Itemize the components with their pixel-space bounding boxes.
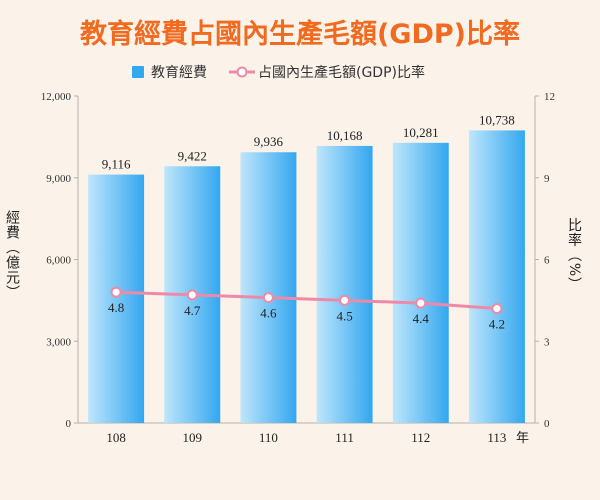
- bar-value-label: 9,422: [178, 148, 207, 163]
- left-tick-label: 9,000: [46, 173, 71, 185]
- left-tick-label: 3,000: [46, 336, 71, 348]
- left-tick-label: 6,000: [46, 255, 71, 267]
- right-tick-label: 0: [544, 418, 550, 430]
- category-label: 109: [183, 430, 203, 445]
- rate-value-label: 4.4: [413, 311, 430, 326]
- legend: 教育經費 占國內生產毛額(GDP)比率: [132, 64, 425, 81]
- x-axis-unit: 年: [516, 430, 529, 445]
- left-tick-label: 0: [66, 418, 72, 430]
- bar-111: [316, 145, 373, 423]
- bar-value-labels: 9,116 9,422 9,936 10,168 10,281 10,738: [102, 112, 515, 171]
- category-label: 112: [411, 430, 430, 445]
- bar-108: [88, 174, 145, 423]
- right-tick-label: 6: [544, 255, 550, 267]
- x-axis-category-labels: 108 109 110 111 112 113: [106, 430, 506, 445]
- category-label: 113: [487, 430, 506, 445]
- chart-title: 教育經費占國內生產毛額(GDP)比率: [80, 18, 520, 50]
- left-axis-ticks: 0 3,000 6,000 9,000 12,000: [41, 91, 78, 430]
- rate-value-label: 4.6: [260, 306, 277, 321]
- rate-line: [116, 290, 498, 311]
- bar-value-label: 10,738: [479, 112, 515, 127]
- legend-bar-swatch: [132, 66, 144, 78]
- right-axis-title: 比率（%）: [566, 218, 582, 292]
- bar-112: [392, 142, 449, 423]
- rate-marker-108: [110, 286, 122, 298]
- bar-113: [468, 130, 525, 423]
- rate-marker-109: [186, 289, 198, 301]
- rate-value-label: 4.5: [336, 308, 352, 323]
- right-tick-label: 12: [544, 91, 555, 103]
- category-label: 108: [106, 430, 126, 445]
- rate-value-labels: 4.8 4.7 4.6 4.5 4.4 4.2: [108, 300, 505, 331]
- right-tick-label: 3: [544, 336, 550, 348]
- rate-value-label: 4.7: [184, 303, 201, 318]
- right-tick-label: 9: [544, 173, 550, 185]
- left-tick-label: 12,000: [41, 91, 72, 103]
- bar-110: [240, 152, 297, 423]
- bar-value-label: 9,116: [102, 157, 131, 172]
- rate-marker-113: [491, 303, 503, 315]
- bar-value-label: 10,168: [327, 128, 363, 143]
- legend-bar-label: 教育經費: [151, 65, 207, 81]
- category-label: 111: [335, 430, 354, 445]
- category-label: 110: [259, 430, 278, 445]
- left-axis-title: 經費（億元）: [4, 210, 20, 300]
- bar-value-label: 10,281: [403, 125, 439, 140]
- rate-marker-112: [415, 297, 427, 309]
- right-axis-ticks: 0 3 6 9 12: [535, 91, 555, 430]
- bar-value-label: 9,936: [254, 134, 284, 149]
- rate-markers: [110, 286, 503, 315]
- legend-line-label: 占國內生產毛額(GDP)比率: [258, 64, 425, 81]
- rate-value-label: 4.2: [489, 317, 505, 332]
- rate-marker-110: [262, 292, 274, 304]
- rate-marker-111: [339, 294, 351, 306]
- bar-series: [88, 130, 525, 424]
- legend-line-marker: [236, 66, 248, 78]
- rate-value-label: 4.8: [108, 300, 124, 315]
